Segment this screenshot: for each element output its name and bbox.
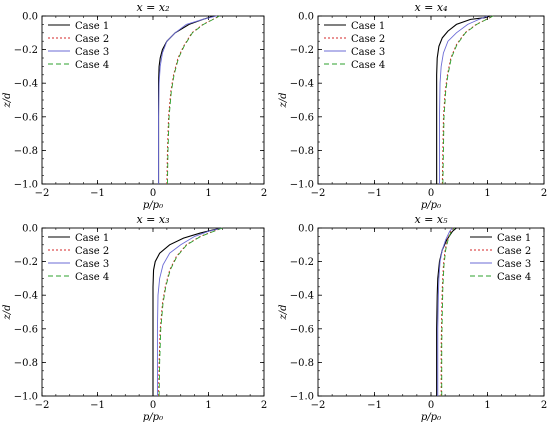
x-tick-label: 1	[205, 188, 211, 199]
legend-label: Case 3	[75, 47, 109, 58]
y-tick-label: −0.2	[290, 45, 314, 56]
y-tick-label: −1.0	[14, 392, 38, 403]
y-tick-label: −0.2	[290, 257, 314, 268]
chart-title: x = x₄	[414, 1, 447, 14]
series-line-2	[440, 227, 454, 396]
legend-label: Case 4	[497, 272, 531, 283]
series-line-4	[442, 15, 494, 185]
y-tick-label: 0.0	[298, 12, 314, 23]
legend-label: Case 4	[351, 60, 385, 71]
x-axis-label: p/p₀	[143, 200, 163, 211]
y-axis-label: z/d	[2, 92, 13, 108]
legend-label: Case 3	[497, 259, 531, 270]
legend-label: Case 1	[497, 233, 531, 244]
chart-panel-4: x = x₅ −2 −1 0 1 2 0.0 −0.2 −0.4 −0.6 −0.8 −1.0 p/p₀…	[278, 213, 547, 423]
x-tick-label: −2	[311, 188, 326, 199]
y-tick-label: −1.0	[290, 392, 314, 403]
legend-label: Case 3	[75, 259, 109, 270]
x-tick-label: −2	[35, 400, 50, 411]
legend-label: Case 3	[351, 47, 385, 58]
x-tick-label: 0	[428, 188, 434, 199]
y-tick-label: −0.6	[290, 324, 314, 335]
y-tick-label: −0.8	[290, 146, 314, 157]
legend-label: Case 2	[351, 34, 385, 45]
x-axis-label: p/p₀	[143, 412, 163, 423]
chart-panel-2: x = x₄ −2 −1 0 1 2 0.0 −0.2 −0.4 −0.6 −0.8 −1.0 p/p₀…	[278, 1, 547, 211]
chart-title: x = x₂	[136, 1, 169, 14]
series-line-4	[441, 227, 455, 396]
y-tick-label: −0.8	[14, 146, 38, 157]
y-axis-label: z/d	[278, 304, 289, 320]
legend-label: Case 2	[75, 34, 109, 45]
y-tick-label: −0.6	[290, 112, 314, 123]
x-tick-label: 2	[541, 400, 547, 411]
x-tick-label: 2	[541, 188, 547, 199]
series-line-3	[439, 15, 488, 184]
series-line-1	[152, 227, 223, 396]
y-tick-label: −0.2	[14, 257, 38, 268]
y-tick-label: −0.6	[14, 112, 38, 123]
x-tick-label: −2	[35, 188, 50, 199]
y-tick-label: −0.4	[290, 291, 314, 302]
series-line-4	[158, 227, 223, 397]
y-tick-label: −0.4	[14, 291, 38, 302]
y-axis-label: z/d	[2, 304, 13, 320]
x-tick-label: −1	[367, 188, 382, 199]
series-line-2	[158, 227, 223, 397]
y-tick-label: −1.0	[290, 180, 314, 191]
x-tick-label: 0	[428, 400, 434, 411]
x-tick-label: 0	[150, 188, 156, 199]
chart-panel-3: x = x₃ −2 −1 0 1 2 0.0 −0.2 −0.4 −0.6 −0.8 −1.0 p/p₀…	[2, 213, 267, 423]
x-tick-label: −1	[90, 400, 105, 411]
x-axis-label: p/p₀	[421, 200, 441, 211]
x-tick-label: 2	[261, 188, 267, 199]
series-line-4	[166, 15, 220, 185]
x-tick-label: 0	[150, 400, 156, 411]
x-tick-label: 2	[261, 400, 267, 411]
series-line-2	[441, 15, 494, 185]
y-tick-label: −0.8	[14, 358, 38, 369]
x-tick-label: 1	[484, 188, 490, 199]
x-tick-label: −2	[311, 400, 326, 411]
x-tick-label: −1	[90, 188, 105, 199]
y-axis-label: z/d	[278, 92, 289, 108]
legend-label: Case 4	[75, 60, 109, 71]
series-line-1	[436, 227, 457, 396]
series-line-3	[437, 227, 453, 396]
x-tick-label: 1	[484, 400, 490, 411]
legend-label: Case 1	[75, 233, 109, 244]
chart-title: x = x₃	[136, 213, 169, 226]
chart-title: x = x₅	[414, 213, 448, 226]
series-line-2	[166, 15, 220, 185]
y-tick-label: 0.0	[22, 12, 38, 23]
x-tick-label: 1	[205, 400, 211, 411]
y-tick-label: −1.0	[14, 180, 38, 191]
y-tick-label: −0.8	[290, 358, 314, 369]
legend-label: Case 2	[497, 246, 531, 257]
y-tick-label: −0.2	[14, 45, 38, 56]
y-tick-label: −0.4	[290, 79, 314, 90]
y-tick-label: 0.0	[298, 224, 314, 235]
legend-label: Case 1	[75, 21, 109, 32]
legend-label: Case 2	[75, 246, 109, 257]
legend-label: Case 4	[75, 272, 109, 283]
series-line-1	[436, 15, 491, 184]
x-axis-label: p/p₀	[421, 412, 441, 423]
y-tick-label: 0.0	[22, 224, 38, 235]
y-tick-label: −0.4	[14, 79, 38, 90]
series-line-3	[156, 227, 223, 396]
y-tick-label: −0.6	[14, 324, 38, 335]
chart-panel-1: x = x₂ −2 −1 0 1 2 0.0 −0.2 −0.4 −0.6 −0.8 −1.0 p/p₀…	[2, 1, 267, 211]
x-tick-label: −1	[367, 400, 382, 411]
series-line-3	[158, 15, 217, 184]
legend-label: Case 1	[351, 21, 385, 32]
